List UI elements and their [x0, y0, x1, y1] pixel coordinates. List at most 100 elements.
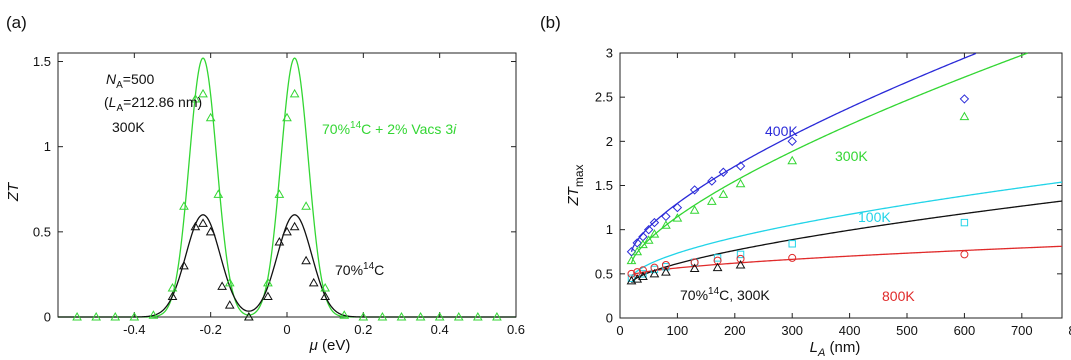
- data-point-400k: [672, 202, 683, 213]
- data-point-100k: [627, 274, 636, 282]
- series-label-green: 70%14C + 2% Vacs 3i: [322, 120, 457, 137]
- data-point-800k: [690, 258, 699, 267]
- data-point-100k: [960, 218, 969, 227]
- black-b-label-pre: 70%: [680, 287, 708, 303]
- panel-a-curves: [58, 57, 516, 318]
- data-point-green: [167, 283, 178, 292]
- data-point-300k: [649, 229, 660, 238]
- series-line-black: [58, 214, 516, 318]
- data-point-800k: [788, 253, 797, 262]
- x-tick-label: 0.6: [507, 322, 525, 337]
- data-point-green: [377, 311, 388, 321]
- data-point-400k: [707, 176, 717, 186]
- panel-b-ylabel: ZTmax: [565, 165, 586, 207]
- y-tick-label: 1: [44, 139, 51, 154]
- y-tick-label: 1.5: [33, 54, 51, 69]
- x-tick-label: 100: [667, 323, 689, 338]
- data-point-800k: [650, 263, 659, 272]
- data-point-green: [263, 277, 273, 287]
- series-label-100k: 100K: [858, 209, 891, 225]
- data-point-black: [224, 300, 235, 309]
- data-point-green: [396, 311, 407, 321]
- data-point-green: [472, 311, 483, 321]
- data-point-300k: [643, 235, 654, 244]
- x-tick-label: 300: [781, 323, 803, 338]
- data-point-black: [198, 218, 208, 227]
- data-point-800k: [638, 266, 647, 275]
- annotation-temperature: 300K: [112, 119, 145, 135]
- panel-a: (a) -0.4 -0.2 0 0.2 0.4 0.6 0 0.5 1 1.5 ZT μ (eV)…: [5, 13, 525, 354]
- na-symbol: N: [106, 71, 117, 87]
- x-tick-label: 400: [839, 323, 861, 338]
- data-point-300k: [735, 178, 746, 188]
- series-label-black-b: 70%14C, 300K: [680, 286, 770, 303]
- black-label-pre: 70%: [335, 262, 363, 278]
- data-point-300k: [959, 111, 970, 121]
- data-point-300k: [626, 255, 637, 265]
- x-tick-label: 200: [724, 323, 746, 338]
- y-tick-label: 0: [606, 311, 613, 326]
- x-tick-label: 700: [1011, 323, 1033, 338]
- y-tick-label: 2.5: [595, 90, 613, 105]
- y-tick-label: 3: [606, 46, 613, 61]
- data-point-70-14c-300k: [661, 267, 671, 276]
- y-tick-label: 0.5: [33, 224, 51, 239]
- la-symbol: L: [109, 94, 117, 110]
- green-label-post: C + 2% Vacs 3: [361, 121, 453, 137]
- panel-a-xlabel-unit: (eV): [318, 337, 351, 354]
- data-point-100k: [639, 270, 647, 278]
- x-tick-label: 0.2: [354, 322, 372, 337]
- na-value: =500: [123, 71, 155, 87]
- data-point-300k: [632, 246, 643, 256]
- green-label-sup: 14: [350, 120, 362, 131]
- data-point-green: [190, 93, 201, 103]
- data-point-black: [179, 260, 189, 270]
- series-label-400k: 400K: [765, 123, 798, 139]
- la-value: =212.86 nm): [123, 94, 202, 110]
- y-tick-label: 1.5: [595, 178, 613, 193]
- x-tick-label: 800: [1068, 323, 1071, 338]
- green-label-italic: i: [453, 121, 457, 137]
- data-point-green: [110, 311, 121, 321]
- data-point-400k: [787, 136, 797, 147]
- data-point-green: [289, 88, 300, 98]
- data-point-green: [434, 311, 445, 321]
- series-label-800k: 800K: [882, 288, 915, 304]
- plot-frame: [619, 52, 1063, 319]
- data-point-black: [205, 226, 216, 236]
- data-point-green: [179, 201, 189, 210]
- green-label-pre: 70%: [322, 121, 350, 137]
- panel-b: (b) 0 100 200 300 400 500 600 700 800 0 0.5 1 1.5 2 2.…: [540, 13, 1071, 359]
- data-point-100k: [736, 250, 745, 259]
- data-point-70-14c-300k: [638, 271, 648, 280]
- y-tick-label: 1: [606, 222, 613, 237]
- data-point-green: [72, 311, 82, 321]
- x-tick-label: 0: [283, 322, 290, 337]
- series-line-100k: [630, 181, 1063, 279]
- data-point-400k: [649, 217, 660, 228]
- annotation-la: (LA=212.86 nm): [104, 94, 202, 114]
- data-point-black: [320, 291, 331, 301]
- data-point-green: [415, 311, 426, 321]
- data-point-black: [301, 255, 311, 265]
- panel-a-xlabel: μ (eV): [309, 337, 351, 354]
- series-line-400k: [630, 52, 977, 252]
- data-point-green: [198, 88, 208, 98]
- data-point-70-14c-300k: [649, 268, 660, 278]
- panel-a-markers: [72, 88, 502, 321]
- data-point-400k: [735, 161, 746, 171]
- data-point-black: [190, 221, 201, 231]
- y-tick-label: 2: [606, 134, 613, 149]
- x-tick-label: 600: [954, 323, 976, 338]
- data-point-400k: [689, 185, 700, 195]
- data-point-black: [243, 311, 254, 321]
- panel-b-xlabel: LA (nm): [810, 339, 861, 359]
- panel-b-ylabel-main: ZT: [565, 185, 582, 206]
- panel-a-ticks: -0.4 -0.2 0 0.2 0.4 0.6 0 0.5 1 1.5: [33, 54, 525, 337]
- data-point-green: [453, 311, 464, 321]
- panel-b-ylabel-sub: max: [572, 165, 586, 188]
- data-point-green: [339, 310, 350, 319]
- panel-b-label: (b): [540, 13, 561, 32]
- panel-a-xlabel-symbol: μ: [309, 337, 318, 354]
